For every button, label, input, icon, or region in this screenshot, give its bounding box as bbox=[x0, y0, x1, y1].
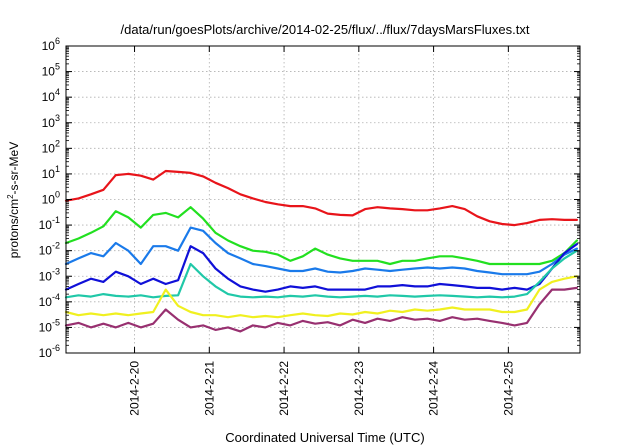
series-line-3 bbox=[64, 226, 579, 276]
series-line-2 bbox=[64, 206, 579, 266]
x-tick-label: 2014-2-24 bbox=[427, 361, 441, 416]
y-tick-label: 10-6 bbox=[39, 343, 60, 360]
series-line-7 bbox=[64, 286, 579, 333]
x-tick-label: 2014-2-21 bbox=[202, 361, 216, 416]
y-tick-label: 10-3 bbox=[39, 266, 60, 283]
y-axis-label: protons/cm2-s-sr-MeV bbox=[6, 142, 21, 258]
y-tick-label: 106 bbox=[42, 36, 60, 53]
x-tick-label: 2014-2-25 bbox=[501, 361, 515, 416]
y-label-pre: protons/cm bbox=[7, 199, 21, 258]
x-tick-label: 2014-2-22 bbox=[277, 361, 291, 416]
axis-ticks: 10-6 10-5 10-4 10-3 10-2 10-1 100 101 102 103 104 1… bbox=[39, 36, 580, 416]
y-tick-label: 100 bbox=[42, 190, 60, 207]
y-tick-label: 10-2 bbox=[39, 241, 60, 258]
y-tick-label: 105 bbox=[42, 62, 60, 79]
y-tick-label: 10-1 bbox=[39, 215, 60, 232]
series-line-6 bbox=[64, 275, 579, 319]
x-tick-label: 2014-2-23 bbox=[352, 361, 366, 416]
y-label-sup: 2 bbox=[6, 194, 15, 199]
series-line-5 bbox=[64, 249, 579, 299]
y-tick-label: 104 bbox=[42, 87, 60, 104]
y-tick-label: 102 bbox=[42, 138, 60, 155]
series-lines bbox=[64, 169, 579, 333]
y-tick-label: 103 bbox=[42, 113, 60, 130]
chart-title: /data/run/goesPlots/archive/2014-02-25/f… bbox=[121, 22, 530, 37]
series-line-4 bbox=[64, 243, 579, 293]
grid bbox=[66, 46, 580, 353]
x-tick-label: 2014-2-20 bbox=[128, 361, 142, 416]
x-axis-label: Coordinated Universal Time (UTC) bbox=[225, 430, 424, 445]
series-line-1 bbox=[64, 169, 579, 227]
y-label-post: -s-sr-MeV bbox=[7, 142, 21, 195]
y-tick-label: 10-5 bbox=[39, 317, 60, 334]
y-tick-label: 101 bbox=[42, 164, 60, 181]
y-tick-label: 10-4 bbox=[39, 292, 60, 309]
